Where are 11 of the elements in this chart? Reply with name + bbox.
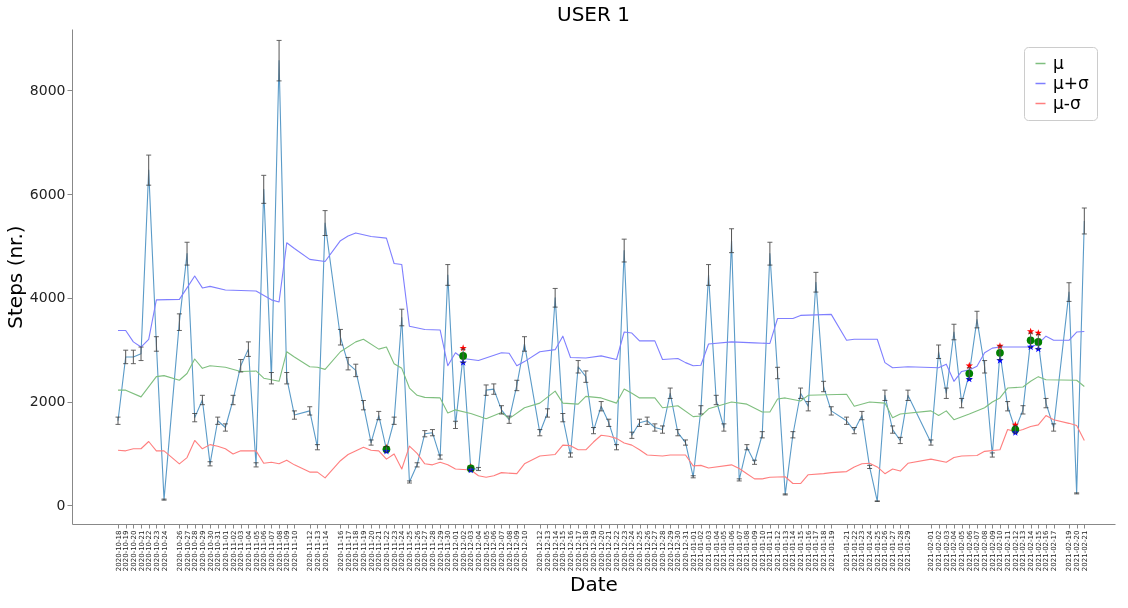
legend-label: μ-σ: [1053, 92, 1081, 113]
chart-title: USER 1: [557, 2, 630, 26]
legend-label: μ: [1053, 52, 1064, 73]
y-tick-label: 6000: [29, 185, 66, 202]
y-axis-title: Steps (nr.): [2, 225, 27, 329]
legend-label: μ+σ: [1053, 72, 1090, 93]
y-tick-label: 2000: [29, 393, 66, 410]
y-tick-label: 4000: [29, 289, 66, 306]
y-tick-label: 0: [56, 496, 66, 513]
y-tick-label: 8000: [29, 81, 66, 98]
x-axis-title: Date: [570, 572, 618, 597]
